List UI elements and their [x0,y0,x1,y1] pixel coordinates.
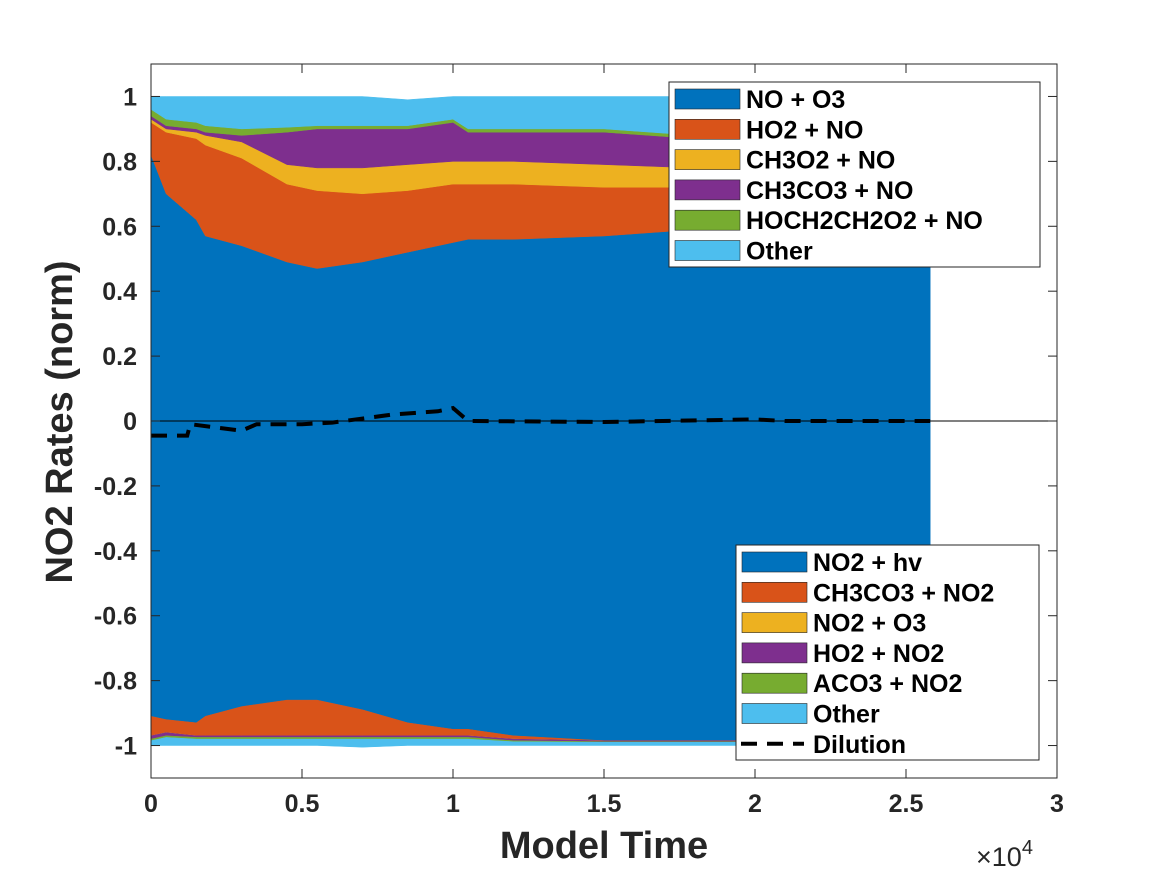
legend-label-ho2-no2: HO2 + NO2 [813,640,944,668]
legend-label-ch3co3-no2: CH3CO3 + NO2 [813,579,994,607]
legend-label-ch3o2-no: CH3O2 + NO [746,147,895,175]
legend-swatch-ch3co3-no2 [741,581,808,603]
x-exponent-power: 4 [1022,837,1033,859]
y-tick-label: 0.6 [102,213,137,241]
legend-label-aco3-no2: ACO3 + NO2 [813,670,962,698]
y-tick-label: -1 [115,733,137,761]
y-tick-label: -0.4 [94,538,137,566]
dilution-line [151,405,931,438]
legend-swatch-ch3co3-no [674,179,741,201]
axes: 0 0.5 1 1.5 2 2.5 3 -1 -0.8 -0.6 -0.4 -0.2 0 0.2 0.4 0.… [94,63,1064,818]
legend-box [668,81,1041,268]
legend-label-ho2-no: HO2 + NO [746,116,863,144]
x-tick-label: 1.5 [587,790,622,818]
legend-label-other: Other [746,238,813,266]
legend-label-dilution: Dilution [813,731,906,759]
legend-swatch-other [674,240,741,261]
legend-swatch-no2-hv [741,551,808,573]
y-tick-label: -0.6 [94,603,137,631]
legend-label-no-o3: NO + O3 [746,86,845,114]
legend-swatch-ch3o2-no [674,149,741,170]
x-tick-label: 2 [748,790,762,818]
legend-swatch-aco3-no2 [741,672,808,694]
y-axis-title: NO2 Rates (norm) [39,260,81,583]
x-tick-label: 2.5 [889,790,924,818]
y-tick-label: 1 [123,83,137,111]
x-tick-label: 3 [1050,790,1064,818]
legend-label-no2-o3: NO2 + O3 [813,610,926,638]
y-tick-label: 0.8 [102,148,137,176]
x-exponent-base: ×10 [976,842,1022,872]
y-tick-label: -0.8 [94,668,137,696]
y-tick-label: 0.2 [102,343,137,371]
x-tick-label: 0 [144,790,158,818]
legend-label-hoch2ch2o2-no: HOCH2CH2O2 + NO [746,207,983,235]
x-tick-label: 0.5 [285,790,320,818]
legend-label-no2-hv: NO2 + hv [813,549,922,577]
x-axis-title: Model Time [500,825,708,867]
legend-swatch-ho2-no2 [741,642,808,664]
legend-swatch-hoch2ch2o2-no [674,209,741,231]
y-tick-label: 0 [123,408,137,436]
x-tick-label: 1 [446,790,460,818]
dilution-line-group [151,405,931,438]
legend-label-ch3co3-no: CH3CO3 + NO [746,177,913,205]
y-tick-label: 0.4 [102,278,137,306]
y-tick-label: -0.2 [94,473,137,501]
legend-swatch-no-o3 [674,88,741,110]
x-exponent-label: ×104 [976,837,1033,872]
legend-swatch-no2-o3 [741,612,808,633]
legend-swatch-other [741,703,808,724]
legend-swatch-ho2-no [674,119,741,140]
legend-label-other: Other [813,701,880,729]
